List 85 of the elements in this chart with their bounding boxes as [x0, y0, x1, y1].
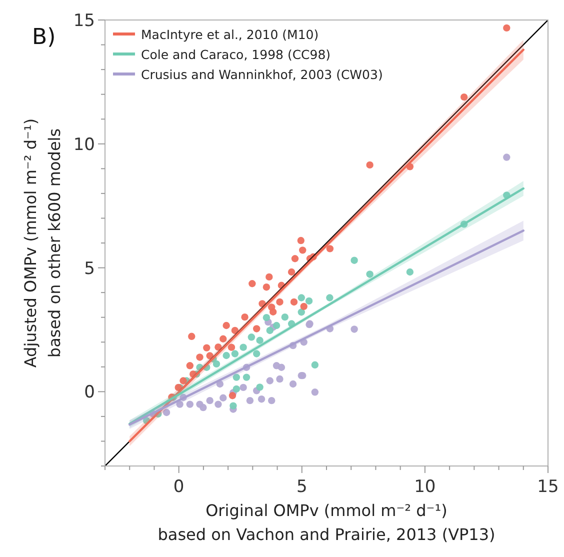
point	[214, 400, 222, 408]
point	[290, 298, 298, 306]
point	[460, 93, 468, 101]
point	[240, 344, 247, 351]
point	[503, 154, 510, 161]
point	[278, 364, 286, 371]
x-axis-title: Original OMPv (mmol m⁻² d⁻¹) based on Vachon and Prairie, 2013 (VP13)	[158, 501, 496, 544]
point	[230, 402, 237, 410]
point	[266, 273, 273, 281]
point	[350, 256, 358, 264]
chart-title: B)	[32, 25, 56, 50]
point	[262, 284, 270, 291]
point	[203, 344, 210, 352]
point	[200, 404, 207, 412]
x-tick-label: 10	[414, 477, 436, 497]
x-tick-label: 0	[173, 477, 184, 497]
point	[228, 392, 236, 400]
point	[326, 245, 334, 252]
point	[299, 246, 306, 254]
point	[180, 377, 187, 384]
point	[240, 384, 247, 392]
x-tick-label: 5	[296, 477, 308, 497]
point	[288, 268, 296, 276]
point	[212, 360, 220, 368]
point	[196, 354, 204, 361]
point	[253, 350, 260, 358]
point	[258, 396, 266, 403]
point	[256, 336, 264, 344]
point	[220, 394, 227, 402]
point	[276, 375, 284, 383]
point	[269, 308, 277, 316]
point	[246, 396, 254, 404]
point	[291, 255, 299, 262]
point	[176, 400, 184, 408]
point	[206, 396, 214, 404]
y-axis-title: Adjusted OMPv (mmol m⁻² d⁻¹) based on other k600 models	[21, 118, 64, 368]
point	[228, 344, 236, 351]
point	[248, 334, 256, 341]
y-tick-label: 15	[73, 11, 95, 31]
point	[289, 380, 297, 388]
point	[162, 408, 170, 416]
point	[503, 24, 510, 32]
point	[232, 385, 240, 393]
legend-label: Crusius and Wanninkhof, 2003 (CW03)	[141, 67, 383, 82]
point	[272, 322, 280, 330]
legend-label: MacIntyre et al., 2010 (M10)	[141, 27, 319, 42]
point	[222, 322, 230, 330]
x-tick-label: 15	[537, 477, 559, 497]
point	[188, 332, 196, 340]
point	[300, 302, 308, 310]
point	[220, 335, 227, 342]
point	[248, 280, 256, 288]
point	[256, 384, 264, 391]
legend-label: Cole and Caraco, 1998 (CC98)	[141, 47, 331, 62]
y-tick-label: 0	[84, 382, 95, 403]
point	[253, 325, 260, 332]
point	[298, 294, 305, 302]
point	[406, 268, 414, 276]
point	[326, 294, 334, 302]
point	[186, 400, 194, 408]
point	[262, 314, 270, 322]
point	[186, 362, 194, 370]
point	[232, 374, 240, 381]
point	[266, 377, 274, 384]
y-tick-label: 5	[84, 258, 95, 279]
point	[231, 350, 239, 358]
point	[350, 326, 358, 333]
point	[242, 374, 250, 381]
point	[268, 396, 276, 404]
point	[311, 388, 319, 396]
point	[266, 326, 274, 334]
point	[231, 326, 239, 334]
point	[206, 352, 214, 360]
point	[281, 313, 289, 321]
point	[276, 298, 284, 306]
point	[366, 161, 374, 169]
point	[297, 236, 305, 244]
point	[366, 270, 374, 278]
y-tick-label: 10	[73, 134, 95, 155]
point	[241, 313, 248, 321]
point	[298, 308, 305, 316]
point	[311, 361, 319, 369]
point	[305, 297, 313, 305]
point	[222, 352, 230, 360]
point	[214, 343, 222, 351]
